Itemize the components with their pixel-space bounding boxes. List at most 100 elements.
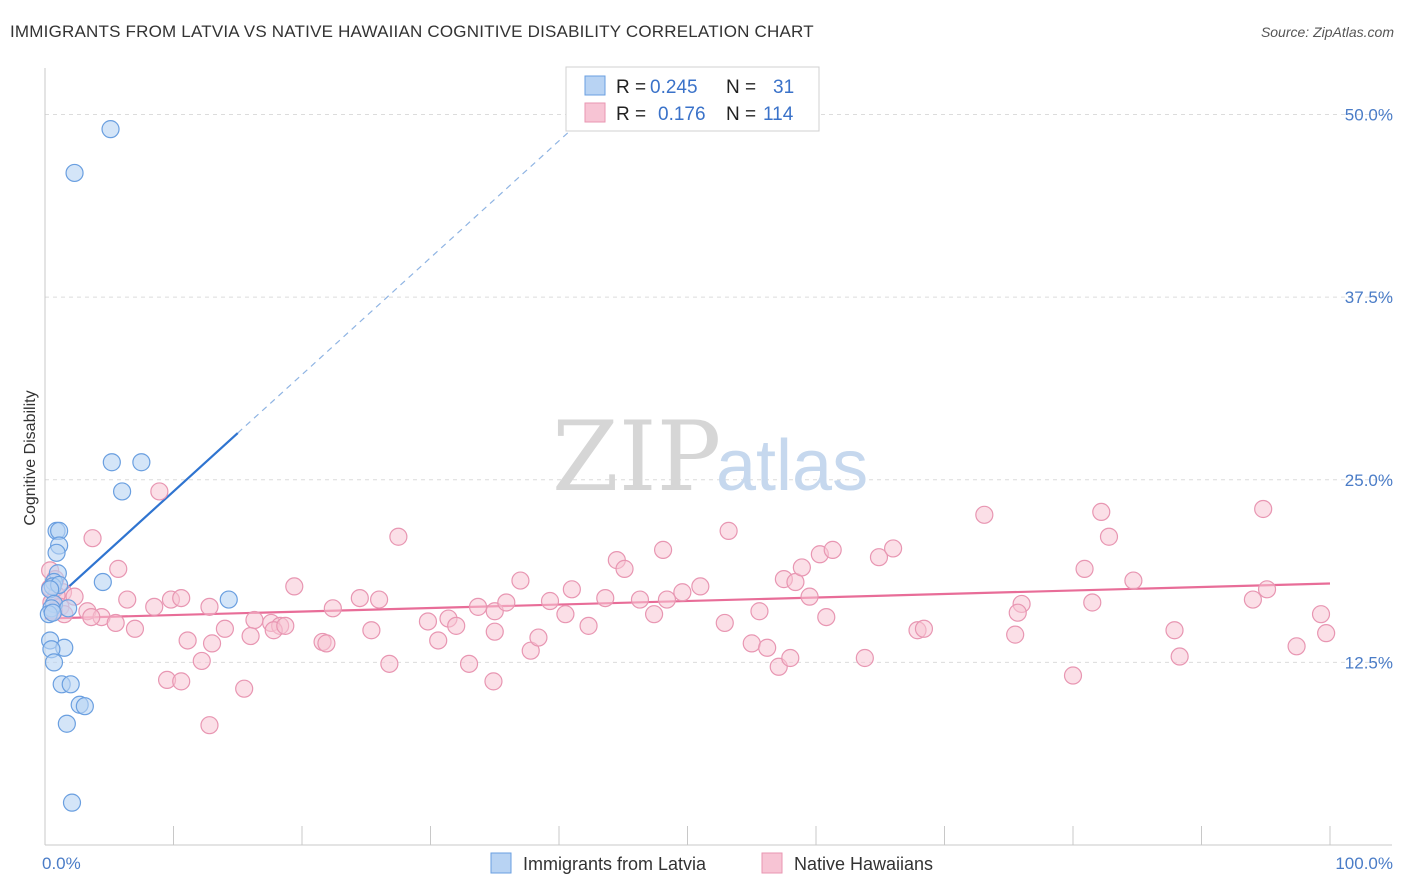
data-point-immigrants-latvia <box>59 599 78 618</box>
data-point-native-hawaiians <box>447 616 466 635</box>
y-axis-title: Cognitive Disability <box>22 390 39 525</box>
data-point-immigrants-latvia <box>44 653 64 672</box>
data-point-native-hawaiians <box>459 654 479 673</box>
data-point-immigrants-latvia <box>61 675 80 694</box>
data-point-native-hawaiians <box>150 482 169 501</box>
data-point-immigrants-latvia <box>57 714 76 733</box>
data-point-native-hawaiians <box>1006 625 1025 644</box>
y-tick-labels: 12.5% 25.0% 37.5% 50.0% <box>1345 106 1393 673</box>
data-point-native-hawaiians <box>1008 603 1027 622</box>
data-point-native-hawaiians <box>389 527 408 546</box>
data-point-immigrants-latvia <box>112 482 132 501</box>
data-point-native-hawaiians <box>468 597 488 616</box>
trend-line-immigrants-latvia <box>44 432 239 610</box>
data-point-native-hawaiians <box>285 577 304 596</box>
x-tick-label: 100.0% <box>1335 854 1393 873</box>
data-point-native-hawaiians <box>1099 527 1119 546</box>
data-point-native-hawaiians <box>172 672 191 691</box>
data-point-native-hawaiians <box>1124 571 1143 590</box>
data-point-native-hawaiians <box>883 539 903 558</box>
series-legend: Immigrants from Latvia Native Hawaiians <box>490 852 933 874</box>
data-point-native-hawaiians <box>350 588 369 608</box>
data-point-native-hawaiians <box>823 540 842 559</box>
data-point-native-hawaiians <box>562 580 581 599</box>
data-point-native-hawaiians <box>817 607 836 627</box>
x-tick-labels: 0.0% 100.0% <box>42 854 1393 873</box>
stats-r-label-blue: R = <box>616 77 646 98</box>
series-immigrants-latvia <box>39 120 238 812</box>
data-point-immigrants-latvia <box>43 603 62 622</box>
data-point-native-hawaiians <box>511 571 530 590</box>
data-point-native-hawaiians <box>192 651 211 671</box>
data-point-native-hawaiians <box>781 648 800 668</box>
data-point-immigrants-latvia <box>219 590 238 609</box>
data-point-native-hawaiians <box>235 679 254 698</box>
data-point-native-hawaiians <box>106 613 125 633</box>
x-tick-label: 0.0% <box>42 854 81 873</box>
data-point-native-hawaiians <box>215 619 234 638</box>
data-point-native-hawaiians <box>869 548 889 567</box>
axes <box>44 68 1392 846</box>
data-point-native-hawaiians <box>380 654 399 673</box>
data-point-native-hawaiians <box>719 521 738 540</box>
data-point-native-hawaiians <box>1254 499 1273 519</box>
data-point-native-hawaiians <box>644 605 664 624</box>
source-credit: Source: ZipAtlas.com <box>1260 24 1394 40</box>
data-point-immigrants-latvia <box>65 163 84 183</box>
data-point-native-hawaiians <box>323 599 342 618</box>
data-point-native-hawaiians <box>418 612 438 631</box>
data-point-native-hawaiians <box>83 529 102 548</box>
stats-n-label-blue: N = <box>726 77 756 98</box>
trend-lines <box>44 117 1331 620</box>
watermark: ZIP atlas <box>552 401 868 513</box>
data-point-native-hawaiians <box>145 597 164 616</box>
data-point-native-hawaiians <box>750 602 769 621</box>
stats-r-value-blue: 0.245 <box>650 77 698 98</box>
data-point-native-hawaiians <box>485 622 504 641</box>
data-point-native-hawaiians <box>1165 621 1184 640</box>
data-point-native-hawaiians <box>1311 605 1331 624</box>
data-point-immigrants-latvia <box>62 793 82 812</box>
stats-legend: R = 0.245 N = 31 R = 0.176 N = 114 <box>565 66 820 132</box>
stats-n-value-pink: 114 <box>763 104 794 125</box>
data-point-native-hawaiians <box>556 605 575 624</box>
data-point-native-hawaiians <box>497 593 516 612</box>
y-tick-label: 37.5% <box>1345 288 1393 307</box>
data-point-native-hawaiians <box>914 619 934 638</box>
data-point-native-hawaiians <box>529 628 548 647</box>
data-point-native-hawaiians <box>630 590 650 609</box>
data-point-native-hawaiians <box>200 597 219 616</box>
y-tick-label: 12.5% <box>1345 653 1393 672</box>
stats-r-label-pink: R = <box>616 104 646 125</box>
y-tick-label: 25.0% <box>1345 471 1393 490</box>
series-legend-label-blue: Immigrants from Latvia <box>523 854 707 874</box>
data-point-native-hawaiians <box>579 616 598 635</box>
data-point-native-hawaiians <box>125 619 145 638</box>
data-point-native-hawaiians <box>800 587 819 606</box>
data-point-native-hawaiians <box>673 583 692 602</box>
data-point-native-hawaiians <box>596 588 615 608</box>
chart-title: IMMIGRANTS FROM LATVIA VS NATIVE HAWAIIA… <box>10 22 814 41</box>
data-point-native-hawaiians <box>758 638 777 657</box>
series-native-hawaiians <box>41 482 1336 735</box>
stats-r-value-pink: 0.176 <box>658 104 706 125</box>
data-point-native-hawaiians <box>975 505 994 524</box>
data-point-native-hawaiians <box>178 631 197 650</box>
data-point-native-hawaiians <box>245 610 264 630</box>
data-point-native-hawaiians <box>615 559 634 578</box>
data-point-native-hawaiians <box>241 626 260 646</box>
data-point-native-hawaiians <box>109 559 128 578</box>
data-point-native-hawaiians <box>715 613 734 633</box>
series-legend-swatch-pink <box>761 852 783 874</box>
data-point-native-hawaiians <box>691 577 710 596</box>
grid-lines <box>45 114 1392 663</box>
data-point-native-hawaiians <box>484 672 503 691</box>
watermark-zip: ZIP <box>552 401 721 513</box>
data-point-immigrants-latvia <box>47 543 66 562</box>
data-point-immigrants-latvia <box>101 120 120 139</box>
data-point-native-hawaiians <box>429 631 448 650</box>
data-point-native-hawaiians <box>82 607 101 627</box>
data-point-native-hawaiians <box>172 588 191 608</box>
data-point-immigrants-latvia <box>93 572 112 592</box>
